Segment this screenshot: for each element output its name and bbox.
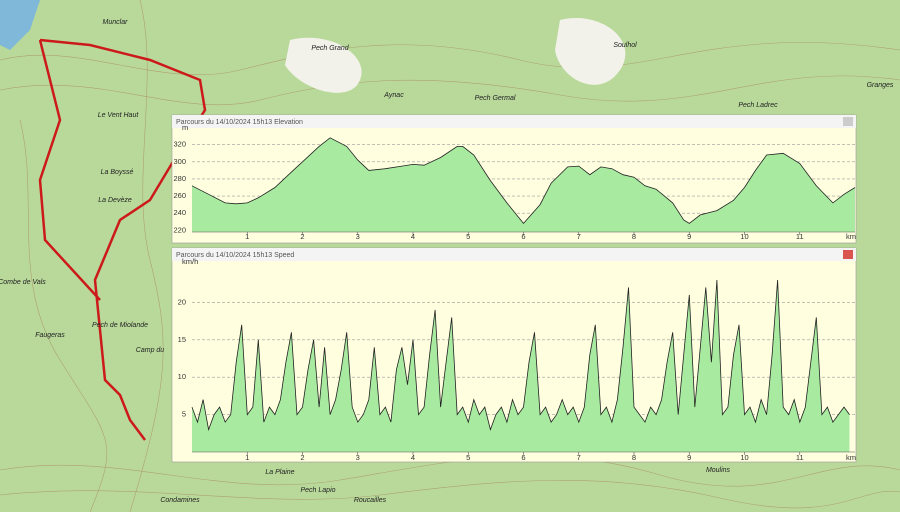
map-label: La Plaine — [265, 469, 294, 476]
map-label: Pech Germal — [475, 95, 516, 102]
contour — [0, 75, 900, 106]
x-tick-label: 11 — [796, 232, 804, 241]
x-tick-label: 8 — [632, 232, 636, 241]
x-tick-label: 3 — [356, 232, 360, 241]
contour — [0, 479, 900, 509]
area-fill — [192, 280, 850, 452]
chart-panel: Parcours du 14/10/2024 15h13 Speed510152… — [171, 247, 857, 463]
y-tick-label: 260 — [173, 191, 186, 200]
x-tick-label: 1 — [245, 453, 249, 462]
panel-title: Parcours du 14/10/2024 15h13 Speed — [176, 252, 294, 259]
map-label: Pech Grand — [311, 45, 349, 52]
x-unit: km — [846, 232, 856, 241]
area-fill — [192, 137, 855, 232]
x-tick-label: 8 — [632, 453, 636, 462]
map-label: Pech Lapio — [300, 487, 335, 494]
map-label: Pech Ladrec — [738, 102, 778, 109]
map-label: Combe de Vals — [0, 279, 46, 286]
contour — [0, 42, 900, 76]
x-tick-label: 6 — [521, 453, 525, 462]
y-tick-label: 20 — [178, 297, 186, 306]
x-tick-label: 2 — [300, 453, 304, 462]
title-bar — [172, 248, 856, 261]
x-unit: km — [846, 453, 856, 462]
contour — [129, 0, 164, 512]
map-label: La Devèze — [98, 197, 132, 204]
y-tick-label: 15 — [178, 335, 186, 344]
map-label: Pech de Miolande — [92, 322, 148, 329]
panel-title: Parcours du 14/10/2024 15h13 Elevation — [176, 119, 303, 126]
map-label: Moulins — [706, 467, 731, 474]
map-label: Le Vent Haut — [98, 112, 140, 119]
y-unit: m — [182, 123, 188, 132]
x-tick-label: 2 — [300, 232, 304, 241]
x-tick-label: 6 — [521, 232, 525, 241]
x-tick-label: 7 — [577, 453, 581, 462]
map-clearing — [285, 37, 362, 93]
x-tick-label: 9 — [687, 232, 691, 241]
map-label: La Boyssé — [101, 169, 134, 176]
x-tick-label: 10 — [740, 232, 748, 241]
y-tick-label: 10 — [178, 372, 186, 381]
map-label: Roucailles — [354, 497, 387, 504]
map-label: Soulhol — [613, 42, 637, 49]
data-line — [191, 137, 856, 225]
x-tick-label: 11 — [796, 453, 804, 462]
x-tick-label: 3 — [356, 453, 360, 462]
contour — [19, 119, 108, 512]
y-tick-label: 320 — [173, 140, 186, 149]
map-label: Granges — [867, 82, 894, 89]
river — [0, 0, 40, 50]
y-tick-label: 5 — [182, 410, 186, 419]
x-tick-label: 7 — [577, 232, 581, 241]
x-tick-label: 5 — [466, 453, 470, 462]
y-tick-label: 220 — [173, 225, 186, 234]
x-tick-label: 5 — [466, 232, 470, 241]
close-button — [843, 250, 853, 259]
x-tick-label: 4 — [411, 453, 415, 462]
chart-panel: Parcours du 14/10/2024 15h13 Elevation22… — [171, 114, 857, 244]
charts: Parcours du 14/10/2024 15h13 Elevation22… — [171, 114, 857, 463]
map-label: Aynac — [383, 92, 404, 99]
map-clearing — [555, 18, 626, 85]
y-tick-label: 300 — [173, 157, 186, 166]
title-bar — [172, 115, 856, 128]
map-labels: Munclar Pech Grand Aynac Pech Germal Soulhol… — [0, 19, 894, 504]
x-tick-label: 1 — [245, 232, 249, 241]
close-button — [843, 117, 853, 126]
route — [38, 38, 207, 441]
x-tick-label: 4 — [411, 232, 415, 241]
map-label: Faugeras — [35, 332, 65, 339]
y-tick-label: 240 — [173, 208, 186, 217]
y-unit: km/h — [182, 257, 198, 266]
map-label: Camp du — [136, 347, 165, 354]
map-label: Condamines — [160, 497, 200, 504]
x-tick-label: 9 — [687, 453, 691, 462]
data-line — [191, 279, 850, 432]
x-tick-label: 10 — [740, 453, 748, 462]
y-tick-label: 280 — [173, 174, 186, 183]
map-label: Munclar — [103, 19, 129, 26]
